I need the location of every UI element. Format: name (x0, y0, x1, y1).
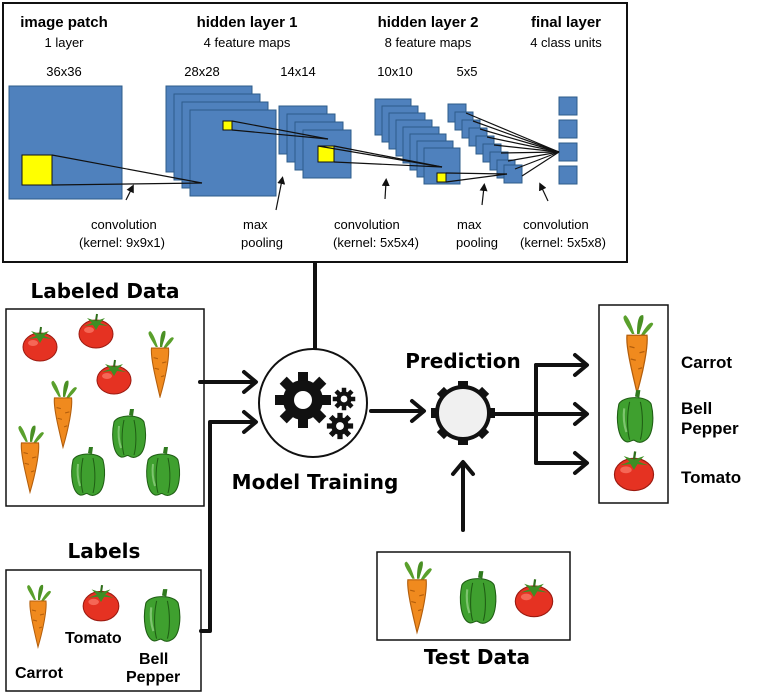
hidden-layer-1-maps (165, 85, 277, 197)
test-data-box (376, 551, 571, 641)
stage-title-hidden-layer-1: hidden layer 1 (197, 14, 298, 31)
stage-subtitle-hidden-layer-2: 8 feature maps (385, 35, 472, 50)
op-conv-1-line2: (kernel: 9x9x1) (79, 235, 165, 250)
op-conv-1-line1: convolution (91, 217, 157, 232)
size-label-5: 5x5 (457, 64, 478, 79)
output-label-tomato: Tomato (681, 468, 741, 487)
op-pool-2-line2: pooling (456, 235, 498, 250)
hidden-layer-2-maps (374, 98, 461, 185)
prediction-label: Prediction (405, 349, 521, 373)
stage-subtitle-image-patch: 1 layer (44, 35, 84, 50)
labeled-data-title: Labeled Data (31, 279, 180, 303)
kernel-window-h1 (222, 120, 233, 131)
test-to-prediction-arrow (451, 460, 475, 532)
input-arrows (198, 370, 258, 633)
kernel-window-pool1 (317, 145, 335, 163)
gears-icon (275, 372, 331, 428)
output-label-bell: Bell (681, 399, 712, 418)
label-tomato: Tomato (65, 630, 122, 647)
kernel-window-h2 (436, 172, 447, 183)
op-conv-2-line1: convolution (334, 217, 400, 232)
projection-lines (51, 112, 560, 186)
stage-subtitle-hidden-layer-1: 4 feature maps (204, 35, 291, 50)
size-label-28: 28x28 (184, 64, 219, 79)
stage-title-image-patch: image patch (20, 14, 108, 31)
prediction-node (431, 381, 495, 445)
prediction-output-box (598, 304, 669, 504)
test-data-title: Test Data (424, 645, 530, 669)
size-label-36: 36x36 (46, 64, 81, 79)
labeled-data-box (5, 308, 205, 507)
final-class-units (558, 96, 578, 185)
gear-icon (435, 385, 491, 441)
op-pool-2-line1: max (457, 217, 482, 232)
label-bell: Bell (139, 651, 168, 668)
kernel-window-input (21, 154, 53, 186)
op-pool-1-line2: pooling (241, 235, 283, 250)
op-pool-1-line1: max (243, 217, 268, 232)
prediction-output-arrows (492, 353, 589, 475)
output-label-carrot: Carrot (681, 353, 732, 372)
size-label-10: 10x10 (377, 64, 412, 79)
stage-title-hidden-layer-2: hidden layer 2 (378, 14, 479, 31)
labels-box: Carrot Tomato Bell Pepper (5, 569, 202, 692)
annotation-arrows (125, 176, 549, 211)
gear-icon (326, 412, 354, 440)
label-pepper: Pepper (126, 669, 180, 686)
op-conv-3-line1: convolution (523, 217, 589, 232)
training-to-prediction-arrow (369, 399, 426, 423)
cnn-architecture-panel: image patch 1 layer hidden layer 1 4 fea… (2, 2, 628, 263)
op-conv-2-line2: (kernel: 5x5x4) (333, 235, 419, 250)
output-label-pepper: Pepper (681, 419, 739, 438)
op-conv-3-line2: (kernel: 5x5x8) (520, 235, 606, 250)
size-label-14: 14x14 (280, 64, 315, 79)
gear-icon (332, 387, 356, 411)
stage-subtitle-final-layer: 4 class units (530, 35, 602, 50)
model-training-label: Model Training (232, 470, 399, 494)
labels-title: Labels (68, 539, 141, 563)
stage-title-final-layer: final layer (531, 14, 601, 31)
label-carrot: Carrot (15, 665, 64, 682)
model-training-node (258, 348, 368, 458)
